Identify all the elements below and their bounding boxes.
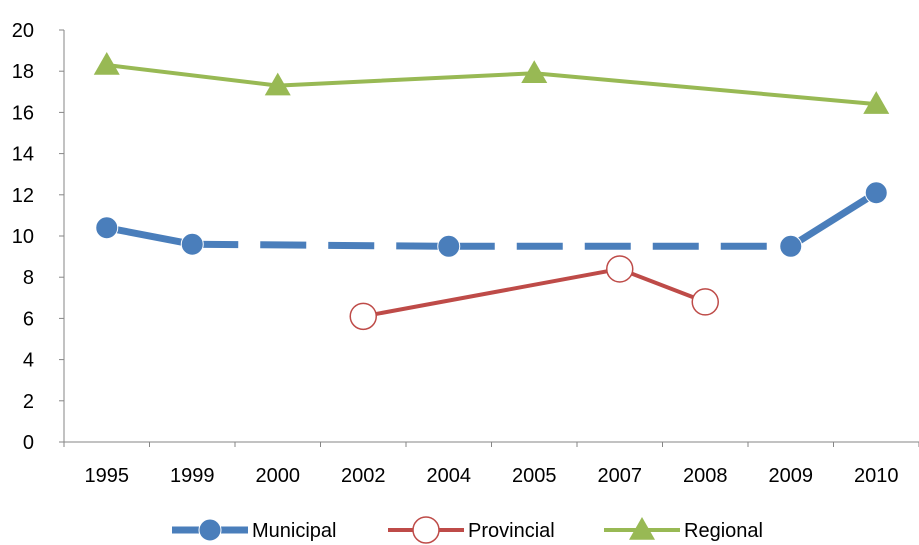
y-tick-label: 12 — [12, 185, 34, 207]
legend-swatch-marker — [629, 517, 655, 540]
series-markers — [93, 52, 890, 331]
series-line — [362, 266, 706, 319]
data-point — [95, 216, 119, 240]
y-tick-label: 14 — [12, 144, 34, 166]
x-tick-label: 2004 — [427, 465, 472, 487]
legend-swatch-marker — [412, 516, 440, 544]
series-line-segment — [788, 189, 879, 250]
y-tick-label: 18 — [12, 61, 34, 83]
data-point — [437, 234, 461, 258]
data-point — [264, 72, 291, 96]
data-point — [863, 91, 890, 114]
data-point — [691, 288, 719, 316]
series-line-segment — [192, 240, 449, 250]
series-line — [106, 63, 877, 107]
data-point — [864, 181, 888, 205]
data-point — [521, 60, 548, 84]
y-tick-label: 6 — [23, 308, 34, 330]
x-tick-label: 2010 — [854, 465, 899, 487]
x-tick-label: 2005 — [512, 465, 557, 487]
x-tick-label: 2008 — [683, 465, 728, 487]
data-point — [180, 232, 204, 256]
y-tick-label: 16 — [12, 102, 34, 124]
x-tick-label: 2002 — [341, 465, 386, 487]
series-lines — [106, 63, 879, 319]
legend-label: Regional — [684, 520, 763, 542]
y-tick-label: 4 — [23, 350, 34, 372]
y-axis-ticks: 0 2 4 6 8 10 12 14 16 18 20 — [12, 20, 64, 454]
y-tick-label: 8 — [23, 267, 34, 289]
y-tick-label: 2 — [23, 391, 34, 413]
series-line-segment — [106, 224, 193, 248]
x-tick-label: 1995 — [85, 465, 130, 487]
y-tick-label: 0 — [23, 432, 34, 454]
data-point — [349, 302, 377, 331]
x-tick-label: 1999 — [170, 465, 215, 487]
legend-swatch-marker — [198, 518, 222, 542]
legend-label: Municipal — [252, 520, 336, 542]
y-tick-label: 10 — [12, 226, 34, 248]
data-point — [93, 52, 120, 75]
x-tick-label: 2000 — [256, 465, 301, 487]
x-tick-label: 2009 — [769, 465, 814, 487]
legend-label: Provincial — [468, 520, 555, 542]
x-axis-ticks: 1995 1999 2000 2002 2004 2005 2007 2008 2009 2010 — [63, 442, 919, 487]
data-point — [779, 234, 803, 258]
legend: Municipal Provincial Regional — [172, 516, 763, 544]
x-tick-label: 2007 — [598, 465, 643, 487]
data-point — [606, 255, 634, 283]
y-tick-label: 20 — [12, 20, 34, 42]
